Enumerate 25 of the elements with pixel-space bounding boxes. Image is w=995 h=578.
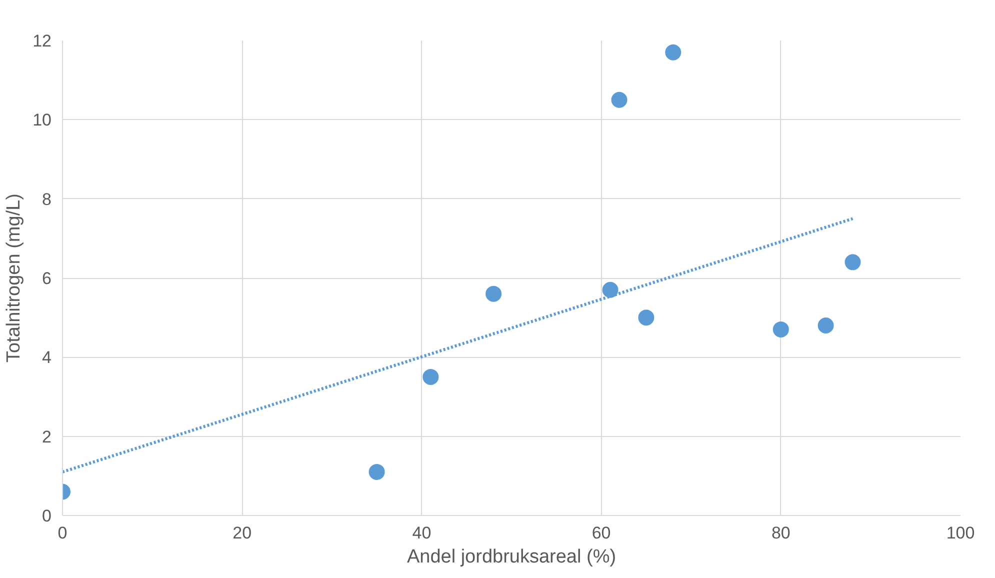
x-tick-label: 40	[412, 524, 432, 542]
point	[611, 92, 628, 108]
point	[772, 321, 789, 338]
y-tick-label: 0	[42, 506, 52, 526]
point	[486, 286, 502, 302]
x-tick-label: 60	[592, 524, 611, 542]
y-tick-label: 12	[32, 32, 52, 50]
point	[818, 318, 834, 334]
x-axis-title: Andel jordbruksareal (%)	[406, 546, 616, 568]
y-tick-label: 6	[42, 269, 52, 288]
x-tick-label: 20	[232, 524, 252, 542]
point	[638, 310, 654, 326]
y-tick-label: 2	[42, 427, 52, 446]
point	[422, 368, 439, 385]
x-tick-label: 0	[58, 524, 68, 542]
y-axis-title: Totalnitrogen (mg/L)	[4, 194, 25, 362]
y-tick-label: 4	[42, 348, 52, 368]
point	[844, 254, 861, 270]
point	[602, 282, 618, 298]
x-tick-label: 80	[771, 524, 790, 542]
y-tick-label: 10	[32, 110, 52, 130]
x-tick-label: 100	[946, 524, 975, 542]
point	[665, 44, 682, 60]
y-tick-label: 8	[42, 190, 52, 209]
point	[368, 464, 385, 480]
